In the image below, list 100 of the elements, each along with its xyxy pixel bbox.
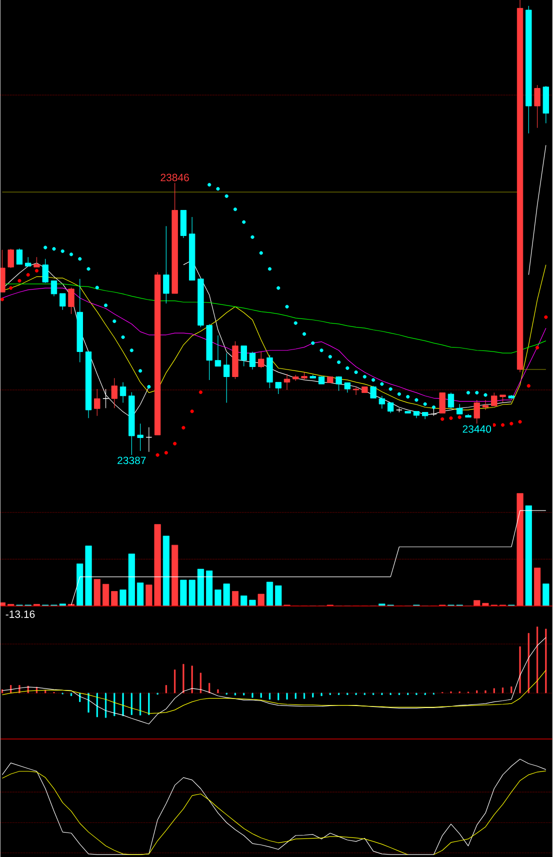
point bbox=[276, 286, 280, 290]
candlestick bbox=[16, 248, 23, 265]
point bbox=[294, 321, 298, 325]
point bbox=[432, 405, 436, 410]
point bbox=[78, 257, 82, 261]
point bbox=[398, 392, 402, 396]
point bbox=[380, 382, 384, 386]
point bbox=[458, 415, 462, 420]
point bbox=[199, 390, 203, 394]
point bbox=[466, 390, 470, 394]
candlestick bbox=[439, 392, 446, 414]
bar bbox=[102, 584, 110, 606]
point bbox=[406, 394, 410, 399]
bar bbox=[206, 570, 213, 606]
annotation: 23440 bbox=[462, 425, 492, 433]
point bbox=[164, 450, 168, 455]
candlestick bbox=[163, 226, 170, 304]
point bbox=[510, 422, 514, 426]
point bbox=[484, 393, 488, 397]
bar bbox=[525, 505, 532, 606]
candlestick bbox=[102, 388, 110, 408]
candlestick bbox=[336, 376, 342, 392]
point bbox=[224, 194, 229, 198]
text: -13.16 bbox=[6, 610, 35, 618]
point bbox=[52, 247, 56, 251]
candlestick bbox=[8, 248, 14, 268]
point bbox=[121, 335, 125, 339]
point bbox=[147, 384, 151, 389]
point bbox=[320, 348, 324, 352]
point bbox=[285, 304, 289, 308]
candlestick bbox=[370, 386, 377, 398]
candlestick bbox=[456, 404, 463, 414]
candlestick bbox=[448, 392, 454, 409]
point bbox=[388, 387, 392, 391]
candlestick bbox=[284, 374, 290, 390]
candlestick bbox=[491, 392, 498, 406]
candlestick bbox=[534, 84, 540, 128]
candlestick bbox=[224, 352, 230, 403]
point bbox=[337, 360, 341, 364]
bar bbox=[275, 585, 282, 606]
point bbox=[372, 378, 376, 382]
bar bbox=[120, 590, 126, 606]
annotation: 23387 bbox=[118, 456, 146, 464]
candlestick bbox=[42, 258, 49, 284]
candlestick bbox=[51, 280, 58, 297]
point bbox=[268, 267, 272, 271]
point bbox=[130, 348, 134, 352]
point bbox=[26, 273, 30, 277]
bar bbox=[534, 568, 541, 606]
candlestick bbox=[68, 287, 74, 314]
bar bbox=[188, 580, 196, 606]
candlestick bbox=[25, 256, 32, 266]
point bbox=[86, 267, 90, 271]
point bbox=[536, 346, 540, 350]
candlestick bbox=[258, 351, 264, 368]
point bbox=[346, 366, 350, 370]
candlestick bbox=[344, 382, 351, 393]
point bbox=[35, 268, 39, 273]
point bbox=[475, 390, 479, 394]
point bbox=[492, 423, 496, 427]
candlestick bbox=[137, 423, 144, 452]
point bbox=[216, 187, 220, 191]
candlestick bbox=[214, 335, 222, 367]
point bbox=[311, 341, 315, 345]
point bbox=[95, 286, 100, 290]
point bbox=[302, 332, 306, 336]
point bbox=[501, 423, 505, 427]
point bbox=[526, 384, 531, 388]
candlestick bbox=[353, 386, 360, 396]
candlestick bbox=[111, 378, 118, 408]
point bbox=[449, 416, 453, 420]
point bbox=[259, 251, 264, 255]
candlestick bbox=[240, 346, 248, 367]
point bbox=[0, 298, 4, 302]
point bbox=[112, 319, 116, 324]
point bbox=[173, 442, 177, 446]
point bbox=[104, 304, 108, 308]
candlestick bbox=[482, 400, 489, 410]
point bbox=[354, 370, 358, 374]
point bbox=[70, 252, 74, 256]
point bbox=[156, 453, 160, 457]
point bbox=[18, 278, 22, 283]
point bbox=[182, 426, 186, 430]
point bbox=[423, 402, 427, 406]
candlestick bbox=[474, 400, 480, 424]
annotation: 23846 bbox=[160, 174, 190, 182]
point bbox=[234, 208, 238, 212]
point bbox=[328, 354, 332, 359]
point bbox=[518, 420, 522, 424]
candlestick bbox=[120, 382, 126, 403]
bar bbox=[76, 564, 84, 606]
point bbox=[190, 410, 194, 414]
point bbox=[414, 398, 418, 402]
candlestick bbox=[34, 256, 40, 268]
point bbox=[44, 246, 48, 250]
candlestick bbox=[275, 382, 282, 394]
candlestick bbox=[94, 388, 100, 416]
point bbox=[60, 249, 65, 253]
bar bbox=[198, 568, 204, 606]
candlestick bbox=[60, 293, 66, 310]
